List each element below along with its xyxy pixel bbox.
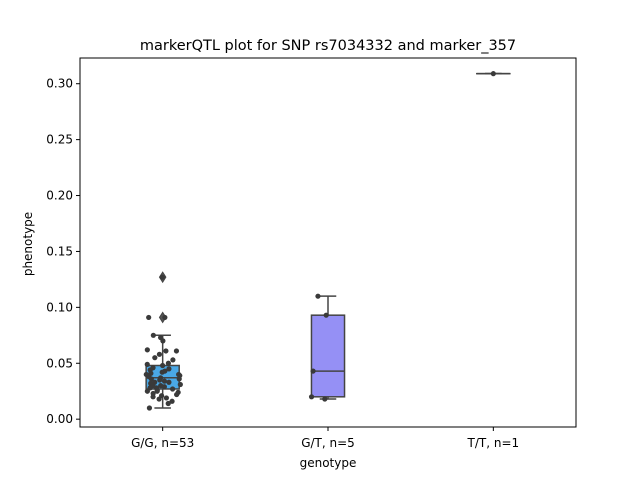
x-tick-label: G/G, n=53 <box>131 436 194 450</box>
data-point <box>161 378 168 384</box>
data-point <box>166 379 172 385</box>
y-tick-label: 0.05 <box>46 356 73 370</box>
y-tick-label: 0.30 <box>46 77 73 91</box>
box <box>310 314 346 398</box>
y-tick-label: 0.25 <box>46 133 73 147</box>
data-point <box>310 368 316 374</box>
data-point <box>173 348 180 354</box>
y-axis-title: phenotype <box>21 212 35 276</box>
data-point <box>323 312 329 318</box>
data-point <box>170 357 176 363</box>
x-tick-label: T/T, n=1 <box>467 436 520 450</box>
data-point <box>176 376 182 382</box>
y-tick-label: 0.10 <box>46 300 73 314</box>
y-tick-label: 0.00 <box>46 412 73 426</box>
data-point <box>322 396 328 402</box>
data-point <box>152 355 158 361</box>
data-point <box>166 366 172 372</box>
data-point <box>162 314 168 321</box>
data-point <box>174 391 180 398</box>
data-point <box>490 71 496 77</box>
data-point <box>157 377 163 383</box>
data-point <box>156 396 162 402</box>
data-point <box>159 274 165 280</box>
data-point <box>160 362 166 369</box>
x-axis-title: genotype <box>300 456 357 470</box>
data-point <box>169 398 175 404</box>
data-point <box>146 405 153 411</box>
data-point <box>177 381 183 388</box>
data-point <box>146 314 152 321</box>
data-point <box>150 332 156 338</box>
data-point <box>144 388 150 394</box>
data-point <box>144 361 150 367</box>
data-point <box>161 384 167 390</box>
chart-title: markerQTL plot for SNP rs7034332 and mar… <box>140 38 516 54</box>
data-point <box>165 360 171 366</box>
x-axis: G/G, n=53 G/T, n=5 T/T, n=1 <box>131 427 519 450</box>
plot-area <box>79 57 577 428</box>
data-point <box>163 395 170 401</box>
data-point <box>150 394 156 400</box>
data-point <box>169 386 176 392</box>
data-point <box>165 400 171 407</box>
data-point <box>163 348 169 354</box>
data-point <box>160 338 166 344</box>
data-point <box>315 293 321 299</box>
data-point <box>308 394 315 400</box>
data-point <box>144 347 150 353</box>
y-tick-label: 0.15 <box>46 244 73 258</box>
data-point <box>154 388 160 394</box>
data-point <box>156 351 163 357</box>
data-point <box>148 376 154 382</box>
data-point <box>159 369 165 375</box>
y-axis: 0.00 0.05 0.10 0.15 0.20 0.25 0.30 <box>46 77 80 426</box>
y-tick-label: 0.20 <box>46 189 73 203</box>
x-tick-label: G/T, n=5 <box>301 436 355 450</box>
